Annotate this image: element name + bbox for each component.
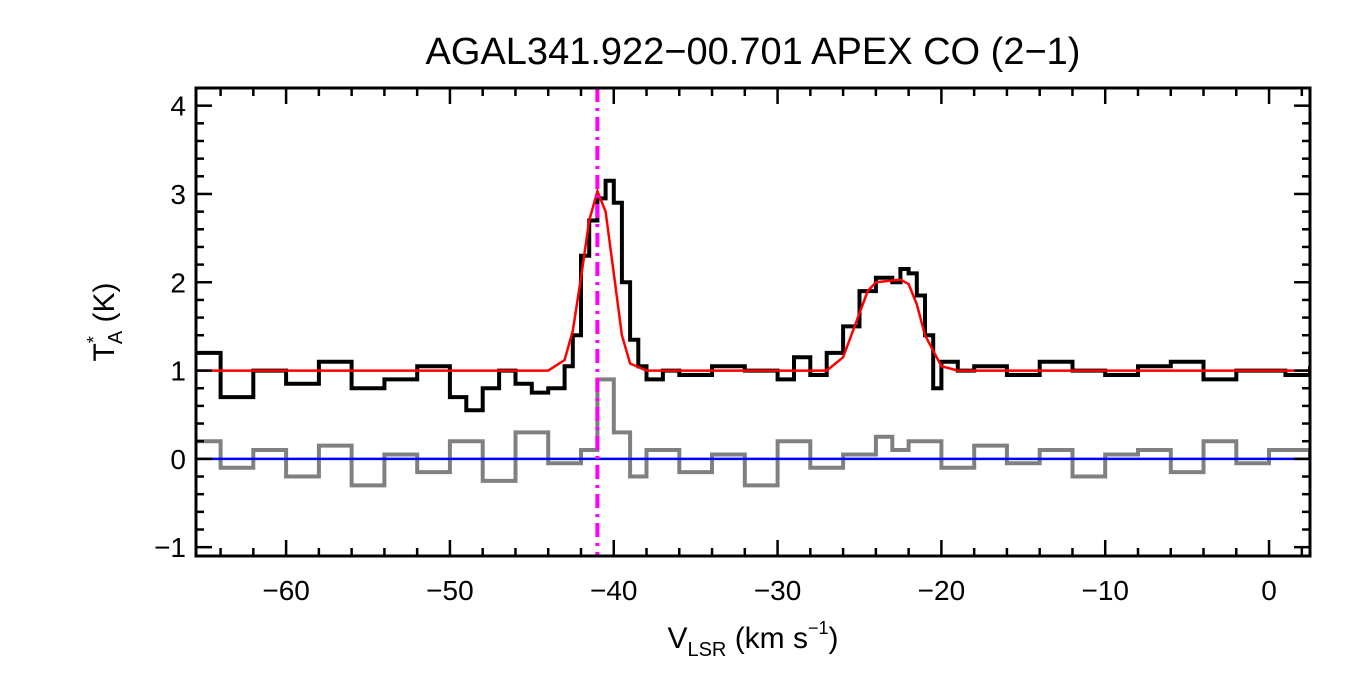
x-tick-label: −10	[1081, 575, 1129, 606]
chart-title: AGAL341.922−00.701 APEX CO (2−1)	[426, 31, 1081, 73]
y-axis-label-unit: (K)	[88, 282, 121, 330]
y-tick-label: −1	[154, 532, 186, 563]
y-axis-label-subscript: A	[105, 330, 127, 344]
y-tick-label: 0	[170, 444, 186, 475]
x-tick-label: −20	[918, 575, 966, 606]
series-residual	[196, 377, 1310, 488]
x-axis-label-superscript: −1	[808, 618, 829, 638]
x-tick-label: −30	[754, 575, 802, 606]
series-observed-spectrum	[196, 178, 1310, 413]
y-axis-label-main: T	[88, 343, 121, 361]
y-tick-label: 4	[170, 91, 186, 122]
x-tick-label: −40	[590, 575, 638, 606]
series-gaussian-fit	[196, 187, 1310, 372]
x-axis-label-main: V	[667, 622, 687, 655]
y-axis-label: T*A (K)	[84, 282, 127, 361]
y-axis-label-superscript: *	[84, 336, 104, 343]
plot-area	[196, 88, 1310, 556]
x-tick-label: −50	[426, 575, 474, 606]
x-axis-label-unit: (km s	[726, 622, 808, 655]
y-tick-label: 2	[170, 267, 186, 298]
plot-frame	[194, 86, 1312, 558]
series-layer	[196, 88, 1310, 556]
x-tick-label: −60	[262, 575, 310, 606]
y-tick-label: 1	[170, 356, 186, 387]
x-axis-label-unit-close: )	[829, 622, 839, 655]
y-tick-label: 3	[170, 179, 186, 210]
x-axis-label: VLSR (km s−1)	[667, 618, 838, 661]
x-tick-label: 0	[1261, 575, 1277, 606]
x-axis-label-subscript: LSR	[687, 639, 726, 661]
